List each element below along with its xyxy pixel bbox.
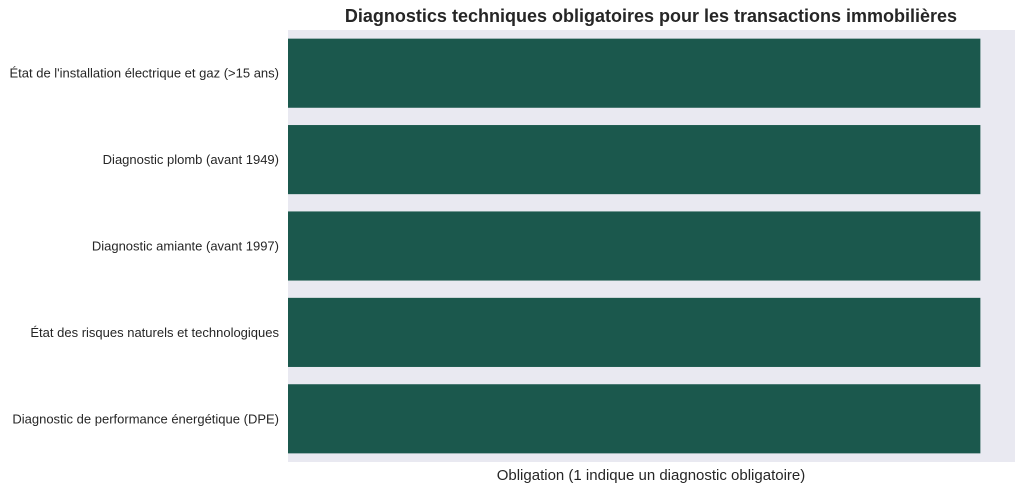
bar-3 bbox=[288, 297, 981, 367]
bar-4 bbox=[288, 384, 981, 454]
category-label-1: Diagnostic plomb (avant 1949) bbox=[103, 152, 279, 167]
category-label-2: Diagnostic amiante (avant 1997) bbox=[92, 239, 279, 254]
category-label-0: État de l'installation électrique et gaz… bbox=[9, 66, 279, 81]
category-labels-group: État de l'installation électrique et gaz… bbox=[9, 66, 279, 427]
x-axis-label: Obligation (1 indique un diagnostic obli… bbox=[497, 467, 806, 484]
chart-title: Diagnostics techniques obligatoires pour… bbox=[345, 6, 957, 26]
bar-0 bbox=[288, 38, 981, 108]
bar-1 bbox=[288, 125, 981, 195]
bar-2 bbox=[288, 211, 981, 281]
category-label-3: État des risques naturels et technologiq… bbox=[30, 325, 279, 340]
bars-group bbox=[288, 38, 981, 454]
category-label-4: Diagnostic de performance énergétique (D… bbox=[12, 411, 279, 426]
